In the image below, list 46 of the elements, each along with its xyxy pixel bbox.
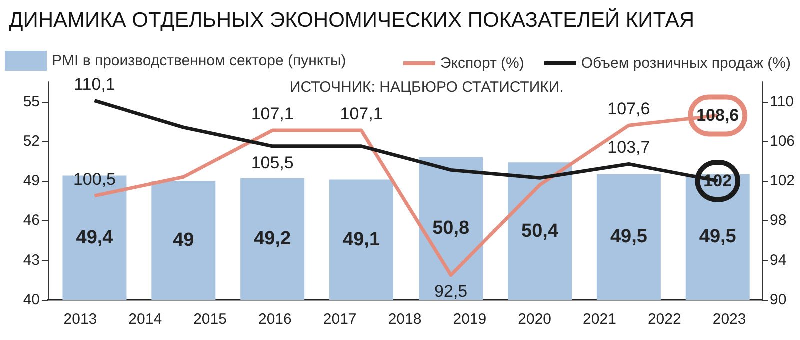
y2-tick-label: 90 <box>770 292 787 308</box>
x-tick-label: 2020 <box>518 311 552 328</box>
y-tick-label: 40 <box>23 292 40 308</box>
x-tick-label: 2018 <box>388 311 422 328</box>
y2-tick-label: 106 <box>770 132 796 150</box>
y-tick-label: 52 <box>23 132 40 150</box>
y2-tick-label: 110 <box>770 93 794 110</box>
data-label: 107,6 <box>608 100 650 119</box>
legend-label: PMI в производственном секторе (пункты) <box>52 52 346 70</box>
x-tick-label: 2021 <box>583 311 616 328</box>
data-label: 49,2 <box>254 228 292 250</box>
chart-title: ДИНАМИКА ОТДЕЛЬНЫХ ЭКОНОМИЧЕСКИХ ПОКАЗАТЕЛЕЙ КИТАЯ <box>9 8 695 32</box>
data-label: 92,5 <box>434 282 468 302</box>
x-tick-label: 2016 <box>258 311 292 328</box>
data-label: 49 <box>173 230 194 252</box>
legend-label: Объем розничных продаж (%) <box>581 55 792 72</box>
annotation: ИСТОЧНИК: НАЦБЮРО СТАТИСТИКИ. <box>290 79 564 96</box>
x-tick-label: 2019 <box>453 311 487 328</box>
data-label: 107,1 <box>251 104 294 124</box>
data-label: 49,1 <box>343 229 380 250</box>
data-label: 100,5 <box>73 170 116 189</box>
y-tick-label: 55 <box>23 93 40 110</box>
y2-tick-label: 98 <box>770 212 787 230</box>
x-tick-label: 2023 <box>712 311 746 328</box>
y-tick-label: 46 <box>23 212 40 230</box>
data-label: 50,8 <box>432 218 470 240</box>
data-label: 108,6 <box>696 106 740 126</box>
x-tick-label: 2022 <box>648 311 682 328</box>
data-label: 49,5 <box>610 226 648 248</box>
y-tick-label: 49 <box>23 172 40 190</box>
y2-tick-label: 102 <box>770 172 796 190</box>
x-tick-label: 2013 <box>64 311 98 328</box>
data-label: 50,4 <box>522 220 559 242</box>
data-label: 49,4 <box>76 227 114 248</box>
x-tick-label: 2014 <box>128 311 162 328</box>
data-label: 102 <box>704 172 732 191</box>
x-tick-label: 2015 <box>194 311 227 328</box>
data-label: 103,7 <box>608 138 650 158</box>
data-label: 105,5 <box>251 153 294 172</box>
y-tick-label: 43 <box>23 252 40 269</box>
x-tick-label: 2017 <box>323 311 357 328</box>
data-label: 107,1 <box>340 104 383 124</box>
data-label: 110,1 <box>74 74 116 94</box>
legend-label: Экспорт (%) <box>440 55 524 72</box>
data-label: 49,5 <box>699 226 737 248</box>
y2-tick-label: 94 <box>770 252 787 269</box>
